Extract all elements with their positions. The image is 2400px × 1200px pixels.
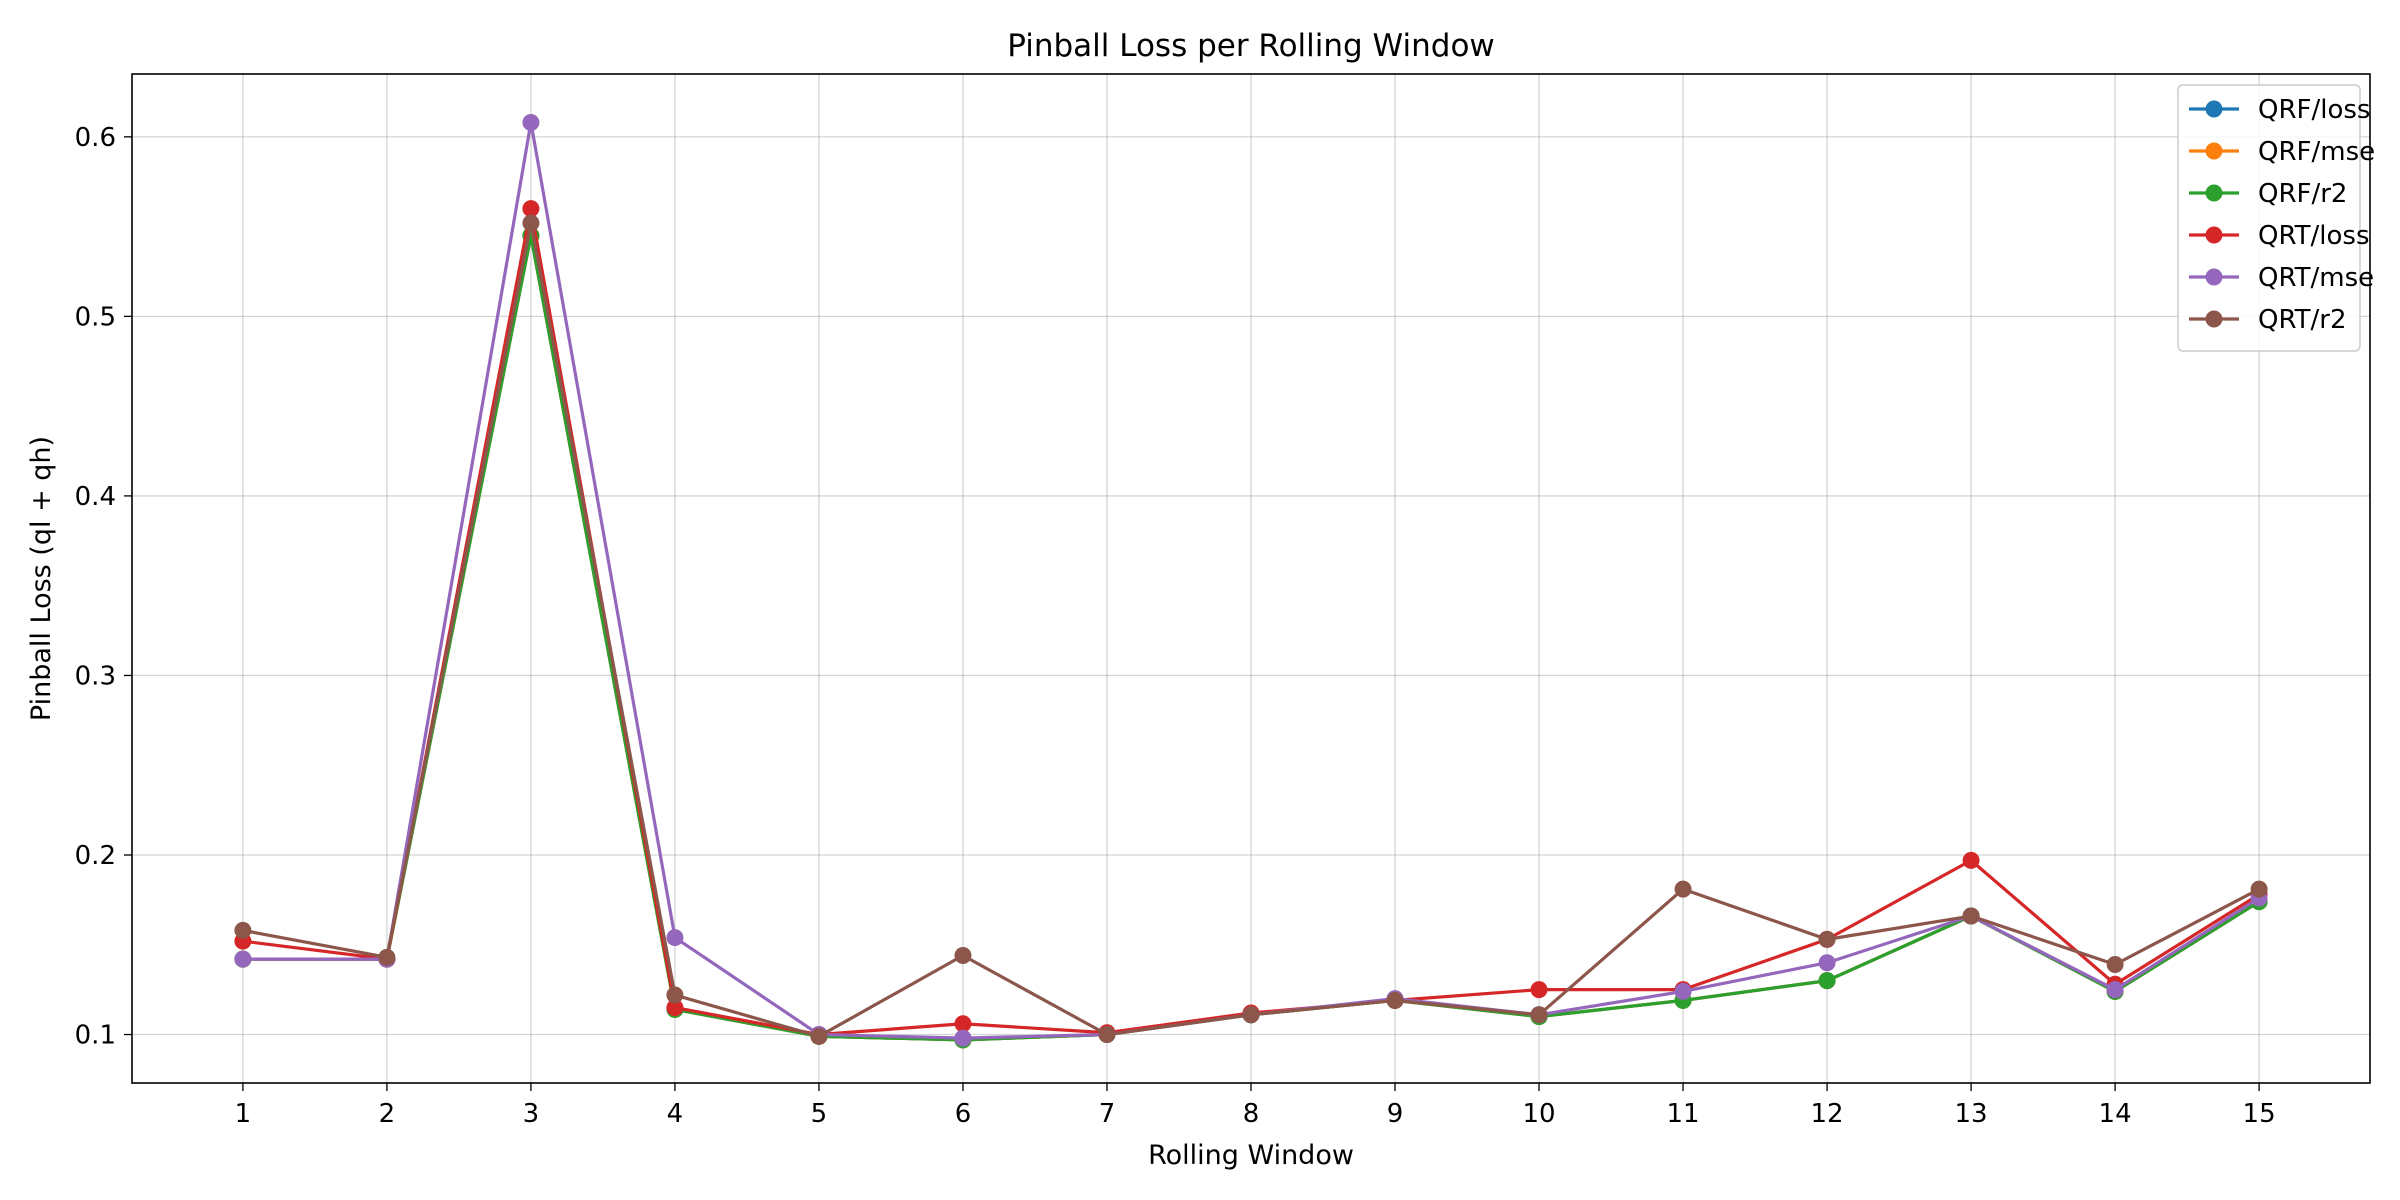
x-tick-label: 6 — [955, 1099, 972, 1129]
legend-label: QRF/loss — [2258, 95, 2370, 125]
legend-item: QRF/mse — [2189, 137, 2375, 167]
data-point — [2106, 981, 2124, 999]
legend-label: QRT/mse — [2258, 263, 2374, 293]
data-point — [1674, 880, 1692, 898]
data-point — [234, 950, 252, 968]
y-axis-label: Pinball Loss (ql + qh) — [26, 436, 57, 721]
data-point — [378, 948, 396, 966]
data-point — [1962, 907, 1980, 925]
legend-item: QRT/mse — [2189, 263, 2374, 293]
y-tick-label: 0.1 — [75, 1021, 116, 1051]
data-point — [1962, 851, 1980, 869]
legend-item: QRT/loss — [2189, 221, 2370, 251]
data-point — [1818, 954, 1836, 972]
data-point — [1530, 1006, 1548, 1024]
data-point — [234, 921, 252, 939]
data-point — [954, 1029, 972, 1047]
x-tick-label: 11 — [1666, 1099, 1699, 1129]
plot-area-frame — [131, 73, 2371, 1084]
data-point — [954, 1015, 972, 1033]
y-tick-label: 0.6 — [75, 123, 116, 153]
data-point — [666, 999, 684, 1017]
x-tick-label: 8 — [1243, 1099, 1260, 1129]
y-tick-label: 0.2 — [75, 841, 116, 871]
legend-marker — [2205, 226, 2223, 244]
x-tick-label: 7 — [1099, 1099, 1116, 1129]
legend-item: QRF/r2 — [2189, 179, 2347, 209]
data-point — [1530, 981, 1548, 999]
chart-title: Pinball Loss per Rolling Window — [1007, 28, 1495, 64]
data-point — [1242, 1006, 1260, 1024]
legend-label: QRT/r2 — [2258, 305, 2347, 335]
series-lines — [234, 113, 2268, 1049]
data-point — [1674, 982, 1692, 1000]
y-tick-label: 0.4 — [75, 482, 116, 512]
legend-label: QRF/mse — [2258, 137, 2375, 167]
x-tick-label: 9 — [1387, 1099, 1404, 1129]
data-point — [1386, 991, 1404, 1009]
data-point — [810, 1027, 828, 1045]
x-tick-label: 4 — [667, 1099, 684, 1129]
series-qrt-r2 — [234, 214, 2268, 1045]
legend: QRF/loss QRF/mse QRF/r2 QRT/loss QRT/mse QRT/… — [2177, 84, 2375, 352]
data-point — [2106, 956, 2124, 974]
x-tick-label: 2 — [379, 1099, 396, 1129]
x-tick-label: 14 — [2099, 1099, 2132, 1129]
x-axis-label: Rolling Window — [1148, 1140, 1354, 1171]
y-tick-label: 0.3 — [75, 661, 116, 691]
legend-label: QRF/r2 — [2258, 179, 2347, 209]
y-tick-label: 0.5 — [75, 302, 116, 332]
x-tick-label: 5 — [811, 1099, 828, 1129]
data-point — [1098, 1026, 1116, 1044]
legend-item: QRF/loss — [2189, 95, 2370, 125]
legend-label: QRT/loss — [2258, 221, 2370, 251]
data-point — [954, 947, 972, 965]
data-point — [522, 200, 540, 218]
x-tick-label: 3 — [523, 1099, 540, 1129]
data-point — [2250, 880, 2268, 898]
x-tick-label: 13 — [1955, 1099, 1988, 1129]
data-point — [522, 214, 540, 232]
x-tick-label: 12 — [1811, 1099, 1844, 1129]
legend-marker — [2205, 184, 2223, 202]
x-tick-label: 1 — [235, 1099, 252, 1129]
legend-marker — [2205, 100, 2223, 118]
axis-ticks: 1 2 3 4 5 6 7 8 9 10 11 12 13 14 150.10.20.30.40.50.6 — [75, 123, 2276, 1129]
data-point — [1818, 972, 1836, 990]
data-point — [666, 929, 684, 947]
legend-item: QRT/r2 — [2189, 305, 2347, 335]
legend-marker — [2205, 142, 2223, 160]
x-tick-label: 15 — [2243, 1099, 2276, 1129]
data-point — [522, 113, 540, 131]
x-tick-label: 10 — [1522, 1099, 1555, 1129]
legend-marker — [2205, 268, 2223, 286]
legend-marker — [2205, 310, 2223, 328]
data-point — [1818, 930, 1836, 948]
data-point — [666, 986, 684, 1004]
